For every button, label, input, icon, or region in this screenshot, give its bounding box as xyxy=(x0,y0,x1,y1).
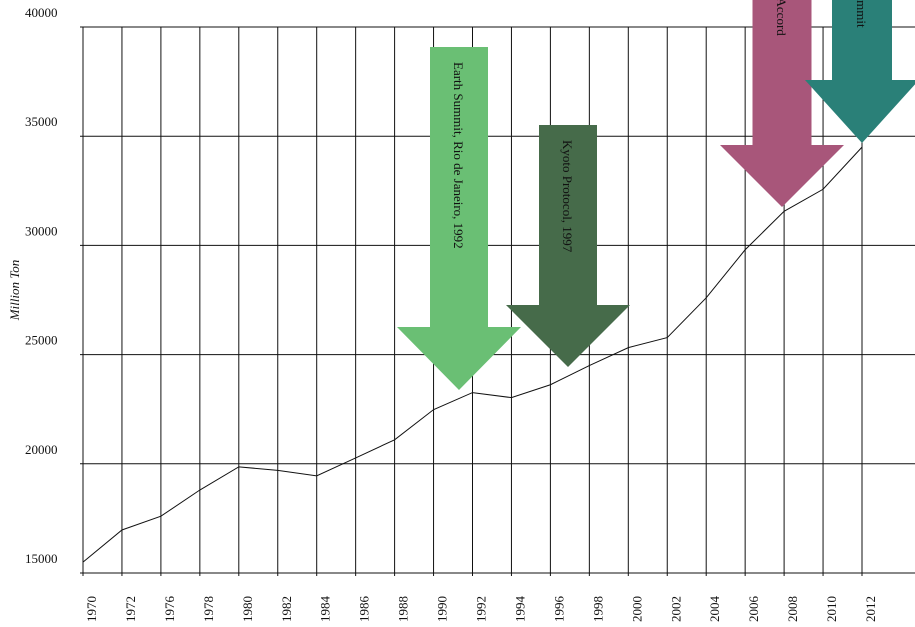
x-tick-label: 1972 xyxy=(123,596,138,622)
x-tick-label: 1982 xyxy=(279,596,294,622)
data-line xyxy=(82,146,863,563)
y-tick-label: 35000 xyxy=(25,114,58,129)
annotation-arrow xyxy=(397,47,521,390)
x-tick-label: 1970 xyxy=(84,596,99,622)
annotation-text: Kyoto Protocol, 1997 xyxy=(560,140,575,253)
x-tick-label: 2008 xyxy=(785,596,800,622)
y-tick-label: 30000 xyxy=(25,223,58,238)
annotation-text: Earth Summit xyxy=(854,0,869,28)
x-tick-label: 1980 xyxy=(240,596,255,622)
y-tick-label: 20000 xyxy=(25,442,58,457)
x-tick-label: 2010 xyxy=(824,596,839,622)
x-tick-label: 1976 xyxy=(162,596,177,623)
y-tick-label: 25000 xyxy=(25,333,58,348)
annotation-arrow xyxy=(805,0,915,143)
y-tick-label: 15000 xyxy=(25,551,58,566)
x-tick-label: 1990 xyxy=(435,596,450,622)
annotation-arrow xyxy=(720,0,844,207)
x-tick-label: 1984 xyxy=(318,596,333,623)
x-tick-label: 1992 xyxy=(474,596,489,622)
x-tick-label: 2012 xyxy=(863,596,878,622)
annotation-text: Earth Summit, Rio de Janeiro, 1992 xyxy=(451,62,466,249)
x-tick-label: 1986 xyxy=(357,596,372,623)
x-tick-label: 1988 xyxy=(396,596,411,622)
annotation-arrow xyxy=(506,125,630,367)
x-tick-label: 1996 xyxy=(551,596,566,623)
x-tick-label: 1994 xyxy=(512,596,527,623)
x-tick-label: 2002 xyxy=(668,596,683,622)
x-tick-label: 1978 xyxy=(201,596,216,622)
y-axis-label: Million Ton xyxy=(7,260,22,322)
x-tick-label: 2004 xyxy=(707,596,722,623)
y-tick-label: 40000 xyxy=(25,5,58,20)
x-tick-label: 2000 xyxy=(629,596,644,622)
x-tick-label: 1998 xyxy=(590,596,605,622)
x-tick-label: 2006 xyxy=(746,596,761,623)
annotation-text: Copenhagen Accord xyxy=(774,0,789,36)
